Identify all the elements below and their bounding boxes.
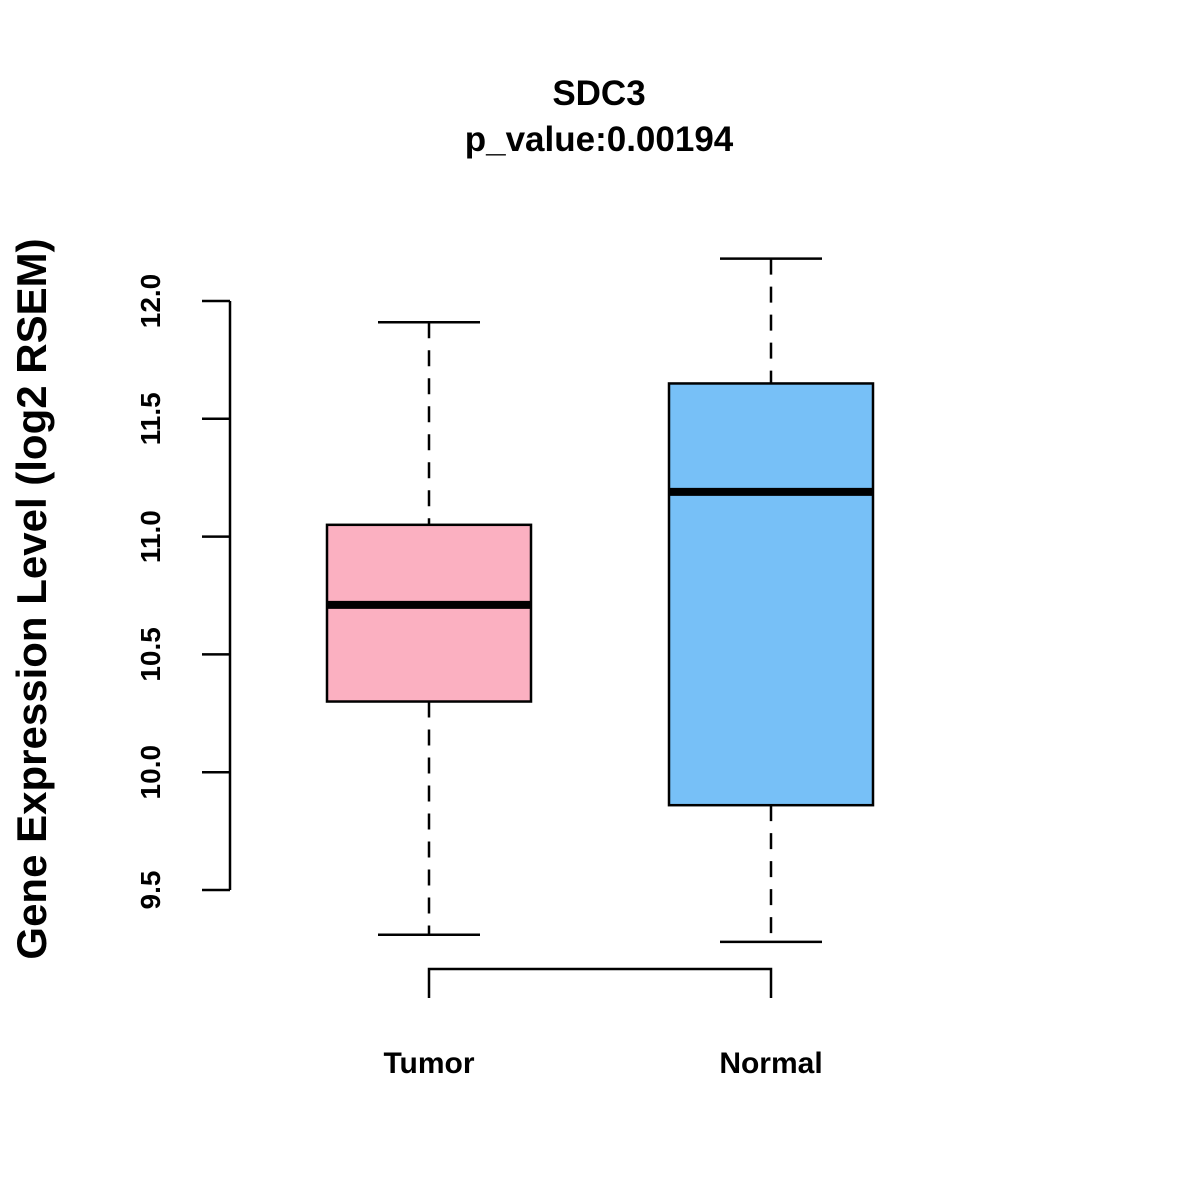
y-tick-label: 11.5 <box>135 392 166 445</box>
y-tick-label: 10.0 <box>135 745 166 800</box>
bracket-line <box>427 967 773 998</box>
boxes-group <box>325 257 875 944</box>
chart-subtitle: p_value:0.00194 <box>465 120 734 159</box>
x-axis-categories: Tumor Normal <box>383 1047 822 1080</box>
y-tick-label: 10.5 <box>135 627 166 682</box>
box-normal <box>667 257 875 944</box>
box-tumor <box>325 320 533 937</box>
x-category-label-tumor: Tumor <box>383 1047 474 1080</box>
iqr-box <box>325 523 533 703</box>
comparison-bracket <box>427 967 773 998</box>
y-axis: 9.5 10.0 10.5 11.0 11.5 12.0 <box>135 274 232 910</box>
y-tick-label: 11.0 <box>135 510 166 563</box>
iqr-box <box>667 382 875 807</box>
x-category-label-normal: Normal <box>719 1047 822 1080</box>
chart-title: SDC3 <box>552 74 645 113</box>
y-axis-label: Gene Expression Level (log2 RSEM) <box>8 238 55 959</box>
y-tick-label: 9.5 <box>135 871 166 910</box>
y-tick-label: 12.0 <box>135 274 166 329</box>
